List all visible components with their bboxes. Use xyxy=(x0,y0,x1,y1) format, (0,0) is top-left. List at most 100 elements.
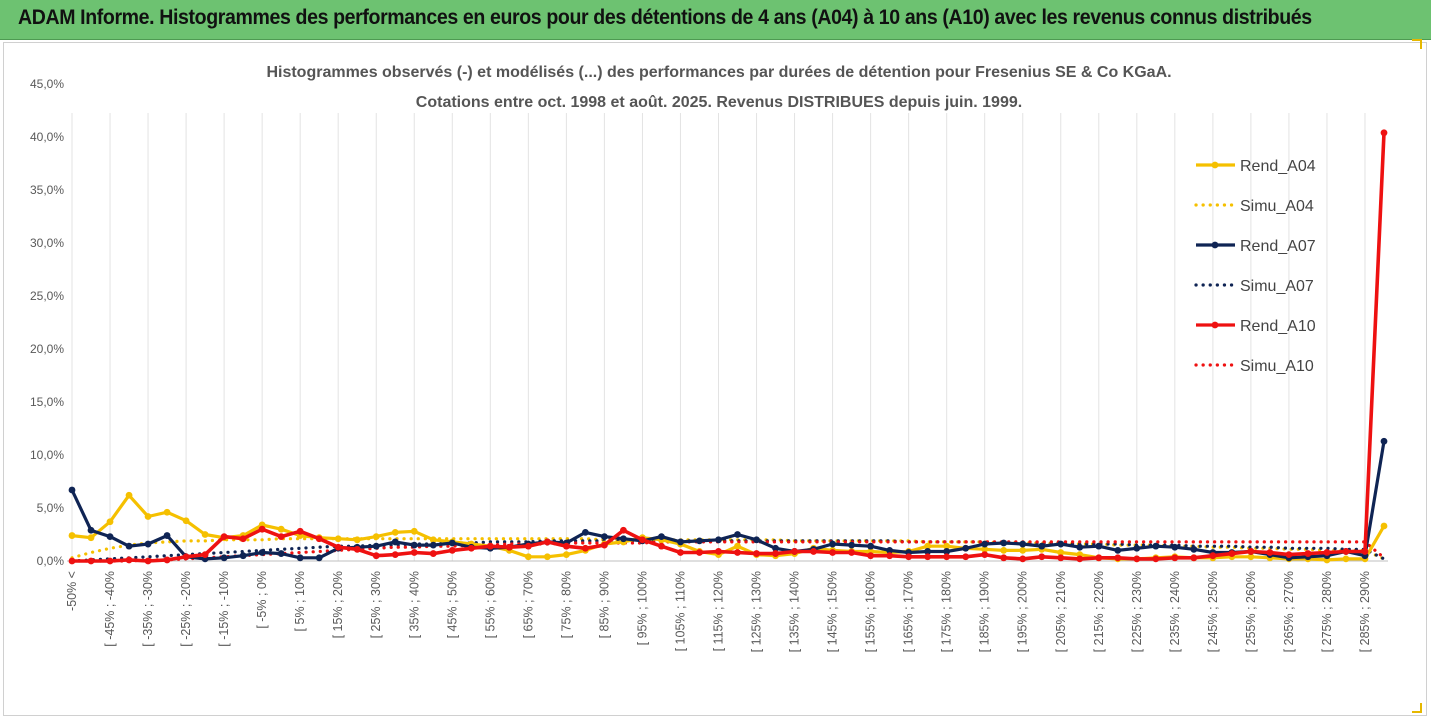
x-tick-label: [ 65% ; 70% xyxy=(521,571,535,638)
data-point xyxy=(1247,548,1255,555)
data-point xyxy=(848,541,855,549)
data-point xyxy=(315,554,323,562)
data-point xyxy=(1152,542,1160,550)
x-tick-label: [ 185% ; 190% xyxy=(978,571,992,652)
data-point xyxy=(258,525,266,533)
data-point xyxy=(1133,544,1141,552)
data-point xyxy=(258,549,266,556)
x-tick-label: [ 195% ; 200% xyxy=(1016,571,1030,652)
data-point xyxy=(1247,553,1255,561)
series-Simu_A04 xyxy=(70,537,1386,561)
data-point xyxy=(1190,545,1198,553)
legend-label: Simu_A07 xyxy=(1240,278,1314,295)
data-point xyxy=(163,508,171,516)
data-point xyxy=(106,518,114,526)
vertical-gridlines xyxy=(71,113,1366,561)
data-point xyxy=(886,552,894,560)
x-tick-label: [ 175% ; 180% xyxy=(940,571,954,652)
data-point xyxy=(106,557,114,565)
data-point xyxy=(1342,555,1350,563)
x-tick-label: [ 55% ; 60% xyxy=(483,571,497,638)
x-tick-label: [ -25% ; -20% xyxy=(179,571,193,647)
data-point xyxy=(334,535,342,543)
x-tick-label: [ 135% ; 140% xyxy=(788,571,802,652)
series-Simu_A10 xyxy=(70,540,1386,563)
data-point xyxy=(220,554,228,562)
data-point xyxy=(372,542,380,550)
data-point xyxy=(1361,548,1369,555)
data-point xyxy=(620,526,627,534)
data-point xyxy=(962,544,970,552)
data-point xyxy=(410,549,418,556)
x-tick-label: [ 145% ; 150% xyxy=(826,571,840,652)
data-point xyxy=(106,533,114,541)
data-point xyxy=(734,542,741,550)
data-point xyxy=(125,542,133,550)
data-point xyxy=(753,550,760,557)
data-point xyxy=(391,528,399,536)
data-point xyxy=(734,531,741,538)
data-point xyxy=(886,547,894,554)
data-point xyxy=(220,533,228,541)
x-tick-label: [ 125% ; 130% xyxy=(750,571,764,652)
data-point xyxy=(144,557,152,565)
data-point xyxy=(372,533,380,541)
y-tick-label: 20,0% xyxy=(30,342,64,356)
y-tick-label: 40,0% xyxy=(30,130,64,144)
data-point xyxy=(429,541,437,549)
x-tick-label: [ 35% ; 40% xyxy=(407,571,421,638)
data-point xyxy=(772,550,779,557)
data-point xyxy=(201,531,209,538)
data-point xyxy=(125,556,133,564)
data-point xyxy=(1285,551,1293,559)
x-tick-label: [ -45% ; -40% xyxy=(103,571,117,647)
data-point xyxy=(1019,555,1027,563)
data-point xyxy=(505,543,513,551)
data-point xyxy=(601,541,608,549)
data-point xyxy=(543,538,551,546)
y-tick-label: 35,0% xyxy=(30,183,64,197)
y-tick-label: 15,0% xyxy=(30,395,64,409)
data-point xyxy=(429,550,437,557)
data-point xyxy=(1133,555,1141,563)
data-point xyxy=(1095,554,1103,562)
data-point xyxy=(715,536,722,544)
chart-handle-top-right[interactable] xyxy=(1412,39,1422,49)
x-axis-ticks: -50% < [ -45% ; -40% [ -35% ; -30% [ -25% ;… xyxy=(65,571,1372,652)
data-point xyxy=(867,542,875,550)
data-point xyxy=(1000,539,1008,547)
series-Rend_A10 xyxy=(68,129,1388,565)
x-tick-label: [ 85% ; 90% xyxy=(597,571,611,638)
data-point xyxy=(867,552,875,560)
x-tick-label: [ 45% ; 50% xyxy=(445,571,459,638)
y-tick-label: 10,0% xyxy=(30,448,64,462)
data-point xyxy=(924,542,932,550)
data-point xyxy=(943,542,951,550)
data-point xyxy=(677,538,684,546)
data-point xyxy=(524,553,532,561)
y-tick-label: 25,0% xyxy=(30,289,64,303)
data-point xyxy=(163,556,171,564)
data-point xyxy=(677,549,684,556)
x-tick-label: [ 25% ; 30% xyxy=(369,571,383,638)
data-point xyxy=(1190,554,1198,562)
data-point xyxy=(924,553,932,561)
data-point xyxy=(1380,522,1388,530)
data-point xyxy=(962,553,970,561)
series-line xyxy=(70,537,1386,561)
data-point xyxy=(87,526,95,534)
legend-marker xyxy=(1211,321,1219,329)
data-point xyxy=(1076,543,1084,551)
chart-handle-bottom-right[interactable] xyxy=(1412,703,1422,713)
data-point xyxy=(658,542,665,550)
legend-item: Rend_A10 xyxy=(1196,318,1316,335)
data-point xyxy=(125,491,133,499)
data-point xyxy=(639,536,646,544)
data-point xyxy=(1323,549,1331,556)
data-point xyxy=(372,552,380,560)
data-point xyxy=(620,535,627,543)
data-point xyxy=(410,541,418,549)
data-point xyxy=(1171,554,1179,562)
data-point xyxy=(1019,547,1027,554)
legend-label: Rend_A10 xyxy=(1240,318,1316,335)
